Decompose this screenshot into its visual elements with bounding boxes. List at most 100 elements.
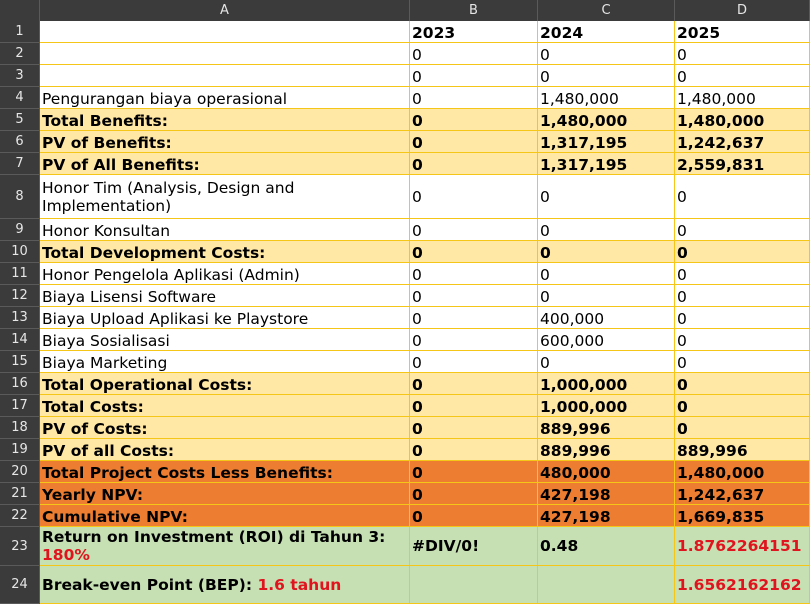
cell-a21[interactable]: Yearly NPV: [40, 483, 410, 505]
cell-a3[interactable] [40, 65, 410, 87]
cell-a2[interactable] [40, 43, 410, 65]
cell-b4[interactable]: 0 [410, 87, 538, 109]
cell-c9[interactable]: 0 [538, 219, 675, 241]
row-header[interactable]: 20 [0, 461, 40, 483]
cell-c12[interactable]: 0 [538, 285, 675, 307]
cell-c20[interactable]: 480,000 [538, 461, 675, 483]
cell-b18[interactable]: 0 [410, 417, 538, 439]
cell-d3[interactable]: 0 [675, 65, 810, 87]
row-header[interactable]: 1 [0, 21, 40, 43]
cell-d2[interactable]: 0 [675, 43, 810, 65]
cell-a1[interactable] [40, 21, 410, 43]
cell-a18[interactable]: PV of Costs: [40, 417, 410, 439]
cell-b11[interactable]: 0 [410, 263, 538, 285]
column-header-c[interactable]: C [538, 0, 675, 21]
cell-c4[interactable]: 1,480,000 [538, 87, 675, 109]
row-header[interactable]: 4 [0, 87, 40, 109]
cell-b23[interactable]: #DIV/0! [410, 527, 538, 566]
cell-c1[interactable]: 2024 [538, 21, 675, 43]
cell-b20[interactable]: 0 [410, 461, 538, 483]
cell-a22[interactable]: Cumulative NPV: [40, 505, 410, 527]
column-header-d[interactable]: D [675, 0, 810, 21]
row-header[interactable]: 19 [0, 439, 40, 461]
cell-c5[interactable]: 1,480,000 [538, 109, 675, 131]
cell-c16[interactable]: 1,000,000 [538, 373, 675, 395]
cell-a8[interactable]: Honor Tim (Analysis, Design and Implemen… [40, 175, 410, 219]
cell-a17[interactable]: Total Costs: [40, 395, 410, 417]
cell-d23[interactable]: 1.8762264151 [675, 527, 810, 566]
cell-b5[interactable]: 0 [410, 109, 538, 131]
cell-a10[interactable]: Total Development Costs: [40, 241, 410, 263]
cell-a11[interactable]: Honor Pengelola Aplikasi (Admin) [40, 263, 410, 285]
cell-d22[interactable]: 1,669,835 [675, 505, 810, 527]
cell-c3[interactable]: 0 [538, 65, 675, 87]
cell-d21[interactable]: 1,242,637 [675, 483, 810, 505]
cell-c19[interactable]: 889,996 [538, 439, 675, 461]
cell-b13[interactable]: 0 [410, 307, 538, 329]
cell-b9[interactable]: 0 [410, 219, 538, 241]
row-header[interactable]: 5 [0, 109, 40, 131]
row-header[interactable]: 3 [0, 65, 40, 87]
cell-b2[interactable]: 0 [410, 43, 538, 65]
row-header[interactable]: 6 [0, 131, 40, 153]
cell-d9[interactable]: 0 [675, 219, 810, 241]
cell-c18[interactable]: 889,996 [538, 417, 675, 439]
cell-d20[interactable]: 1,480,000 [675, 461, 810, 483]
cell-b12[interactable]: 0 [410, 285, 538, 307]
cell-a9[interactable]: Honor Konsultan [40, 219, 410, 241]
row-header[interactable]: 17 [0, 395, 40, 417]
row-header[interactable]: 16 [0, 373, 40, 395]
row-header[interactable]: 10 [0, 241, 40, 263]
cell-d12[interactable]: 0 [675, 285, 810, 307]
cell-d1[interactable]: 2025 [675, 21, 810, 43]
cell-a15[interactable]: Biaya Marketing [40, 351, 410, 373]
cell-d10[interactable]: 0 [675, 241, 810, 263]
cell-a24[interactable]: Break-even Point (BEP): 1.6 tahun [40, 566, 410, 604]
cell-c6[interactable]: 1,317,195 [538, 131, 675, 153]
cell-b16[interactable]: 0 [410, 373, 538, 395]
row-header[interactable]: 12 [0, 285, 40, 307]
cell-c22[interactable]: 427,198 [538, 505, 675, 527]
cell-b6[interactable]: 0 [410, 131, 538, 153]
cell-a14[interactable]: Biaya Sosialisasi [40, 329, 410, 351]
row-header[interactable]: 7 [0, 153, 40, 175]
cell-a5[interactable]: Total Benefits: [40, 109, 410, 131]
cell-a20[interactable]: Total Project Costs Less Benefits: [40, 461, 410, 483]
cell-b22[interactable]: 0 [410, 505, 538, 527]
cell-c2[interactable]: 0 [538, 43, 675, 65]
row-header[interactable]: 15 [0, 351, 40, 373]
cell-b17[interactable]: 0 [410, 395, 538, 417]
cell-b3[interactable]: 0 [410, 65, 538, 87]
cell-d8[interactable]: 0 [675, 175, 810, 219]
cell-c8[interactable]: 0 [538, 175, 675, 219]
cell-b1[interactable]: 2023 [410, 21, 538, 43]
cell-b24[interactable] [410, 566, 538, 604]
row-header[interactable]: 18 [0, 417, 40, 439]
row-header[interactable]: 11 [0, 263, 40, 285]
cell-d18[interactable]: 0 [675, 417, 810, 439]
cell-d5[interactable]: 1,480,000 [675, 109, 810, 131]
cell-c7[interactable]: 1,317,195 [538, 153, 675, 175]
row-header[interactable]: 13 [0, 307, 40, 329]
cell-c15[interactable]: 0 [538, 351, 675, 373]
cell-b19[interactable]: 0 [410, 439, 538, 461]
cell-c11[interactable]: 0 [538, 263, 675, 285]
row-header[interactable]: 22 [0, 505, 40, 527]
cell-b15[interactable]: 0 [410, 351, 538, 373]
cell-c23[interactable]: 0.48 [538, 527, 675, 566]
cell-a23[interactable]: Return on Investment (ROI) di Tahun 3: 1… [40, 527, 410, 566]
column-header-a[interactable]: A [40, 0, 410, 21]
cell-c13[interactable]: 400,000 [538, 307, 675, 329]
cell-a13[interactable]: Biaya Upload Aplikasi ke Playstore [40, 307, 410, 329]
row-header[interactable]: 8 [0, 175, 40, 219]
cell-d19[interactable]: 889,996 [675, 439, 810, 461]
cell-c14[interactable]: 600,000 [538, 329, 675, 351]
cell-a7[interactable]: PV of All Benefits: [40, 153, 410, 175]
cell-c21[interactable]: 427,198 [538, 483, 675, 505]
cell-b14[interactable]: 0 [410, 329, 538, 351]
cell-a12[interactable]: Biaya Lisensi Software [40, 285, 410, 307]
row-header[interactable]: 2 [0, 43, 40, 65]
cell-b7[interactable]: 0 [410, 153, 538, 175]
column-header-b[interactable]: B [410, 0, 538, 21]
row-header[interactable]: 23 [0, 527, 40, 566]
